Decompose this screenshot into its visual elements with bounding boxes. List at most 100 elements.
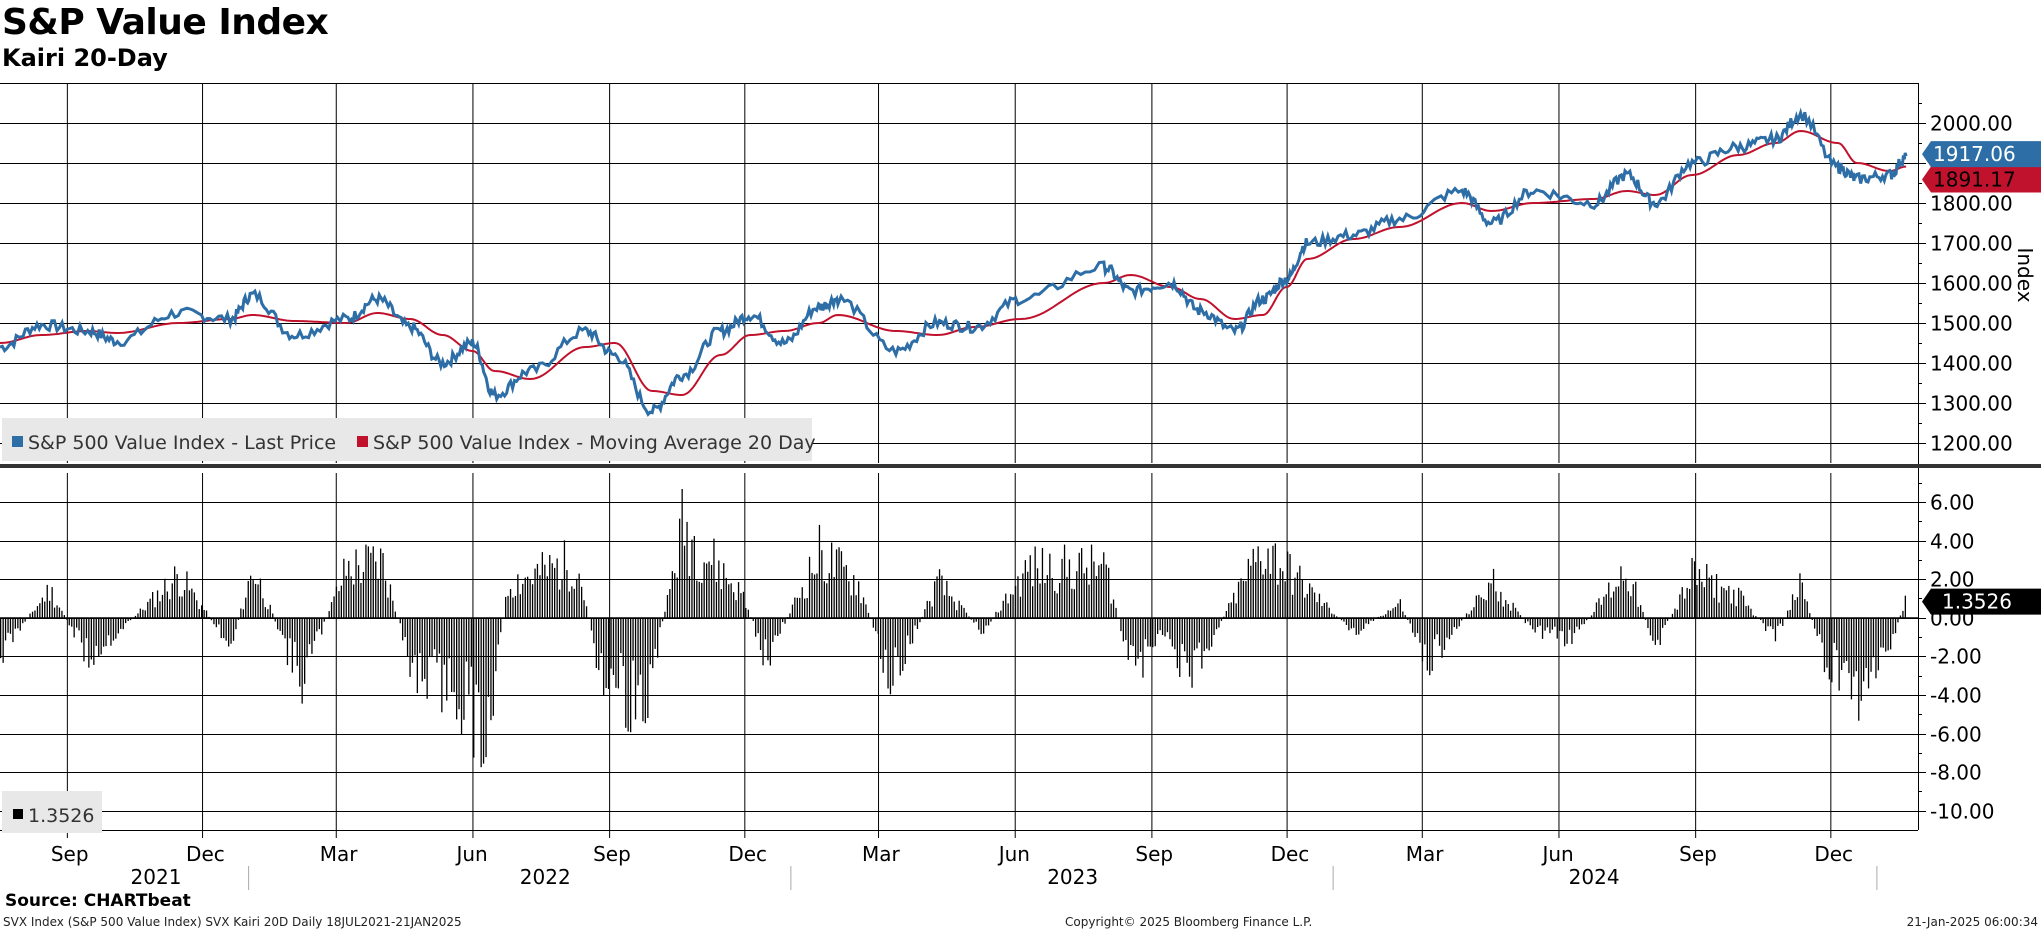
kairi-bar <box>1715 574 1718 618</box>
kairi-bar <box>1703 587 1705 618</box>
kairi-bar <box>1098 565 1100 618</box>
kairi-bar <box>1196 617 1198 649</box>
kairi-bar <box>1818 617 1821 635</box>
kairi-bar <box>1206 617 1208 649</box>
kairi-bar <box>1287 551 1289 618</box>
kairi-bar <box>495 617 497 672</box>
kairi-bar <box>1100 563 1102 618</box>
kairi-bar <box>1804 599 1806 618</box>
kairi-bar <box>1372 617 1375 621</box>
kairi-bar <box>1517 611 1519 618</box>
kairi-bar <box>306 617 308 658</box>
kairi-bar <box>568 591 570 618</box>
kairi-bar <box>990 617 992 622</box>
legend-kairi-label: 1.3526 <box>28 805 94 827</box>
kairi-bar <box>745 608 747 618</box>
kairi-bar <box>536 563 539 618</box>
legend-swatch-kairi <box>13 809 23 819</box>
ytick-label-upper: 1600.00 <box>1930 272 2013 296</box>
kairi-bar <box>389 584 392 618</box>
kairi-bar <box>1051 578 1053 618</box>
kairi-bar <box>529 579 531 618</box>
kairi-bar <box>1848 617 1850 674</box>
kairi-bar <box>1583 617 1585 625</box>
kairi-bar <box>904 617 906 664</box>
kairi-bar <box>1880 617 1882 648</box>
kairi-bar <box>1095 576 1098 618</box>
kairi-bar <box>710 565 713 618</box>
kairi-bar <box>129 617 132 621</box>
kairi-bar <box>1510 610 1512 618</box>
kairi-bar <box>1642 611 1644 618</box>
kairi-bar <box>254 583 257 618</box>
kairi-bar <box>838 547 840 618</box>
kairi-bar <box>556 558 558 618</box>
kairi-bar <box>1894 617 1897 634</box>
kairi-bar <box>1654 617 1656 645</box>
kairi-bar <box>531 584 534 618</box>
kairi-bar <box>1382 615 1384 618</box>
kairi-bar <box>1436 617 1438 635</box>
kairi-bar <box>1735 606 1737 618</box>
kairi-bar <box>1816 617 1818 636</box>
kairi-bar <box>267 609 269 618</box>
kairi-bar <box>353 584 355 618</box>
kairi-bar <box>1397 603 1399 618</box>
kairi-bar <box>350 576 352 618</box>
kairi-bar <box>387 597 389 618</box>
kairi-bar <box>1512 602 1514 618</box>
kairi-bar <box>191 588 193 618</box>
kairi-bar <box>355 549 357 618</box>
xtick-label-year: 2024 <box>1569 865 1620 889</box>
kairi-bar <box>372 546 374 618</box>
kairi-bar <box>649 617 651 665</box>
kairi-bar <box>519 594 521 618</box>
kairi-bar <box>1662 617 1664 628</box>
kairi-bar <box>897 617 899 657</box>
kairi-bar <box>647 617 649 718</box>
kairi-bar <box>848 581 850 618</box>
kairi-bar <box>492 617 494 716</box>
kairi-bar <box>409 617 411 677</box>
kairi-bar <box>1284 581 1286 618</box>
kairi-bar <box>1267 548 1269 618</box>
kairi-bar <box>19 617 21 631</box>
kairi-bar <box>1887 617 1889 651</box>
kairi-bar <box>755 617 757 637</box>
kairi-bar <box>1720 586 1723 618</box>
kairi-bar <box>394 611 396 618</box>
kairi-bar <box>1713 597 1715 618</box>
kairi-bar <box>269 604 271 618</box>
kairi-bar <box>642 617 644 722</box>
kairi-bar <box>144 610 146 618</box>
kairi-bar <box>1363 617 1365 629</box>
kairi-bar <box>1838 617 1840 691</box>
kairi-bar <box>279 617 281 631</box>
kairi-bar <box>274 617 276 622</box>
kairi-bar <box>1551 617 1553 630</box>
kairi-bar <box>1416 617 1419 634</box>
kairi-bar <box>1777 617 1779 626</box>
kairi-bar <box>1316 602 1318 618</box>
kairi-bar <box>1502 606 1504 618</box>
kairi-bar <box>1139 617 1142 652</box>
kairi-bar <box>257 584 259 618</box>
kairi-bar <box>1733 589 1735 618</box>
kairi-bar <box>220 617 222 639</box>
kairi-bar <box>509 589 512 618</box>
kairi-bar <box>703 562 705 618</box>
ytick-label-upper: 2000.00 <box>1930 112 2013 136</box>
kairi-bar <box>1333 614 1335 618</box>
kairi-bar <box>554 567 556 618</box>
kairi-bar <box>1833 617 1835 643</box>
kairi-bar <box>1843 617 1845 663</box>
kairi-bar <box>1424 617 1426 645</box>
kairi-bar <box>769 617 771 666</box>
kairi-bar <box>500 617 502 633</box>
kairi-bar <box>970 617 972 620</box>
kairi-bar <box>230 617 232 644</box>
kairi-bar <box>1718 602 1720 618</box>
xtick-label-month: Dec <box>1271 842 1310 866</box>
kairi-bar <box>1355 617 1357 635</box>
kairi-bar <box>1473 607 1475 618</box>
